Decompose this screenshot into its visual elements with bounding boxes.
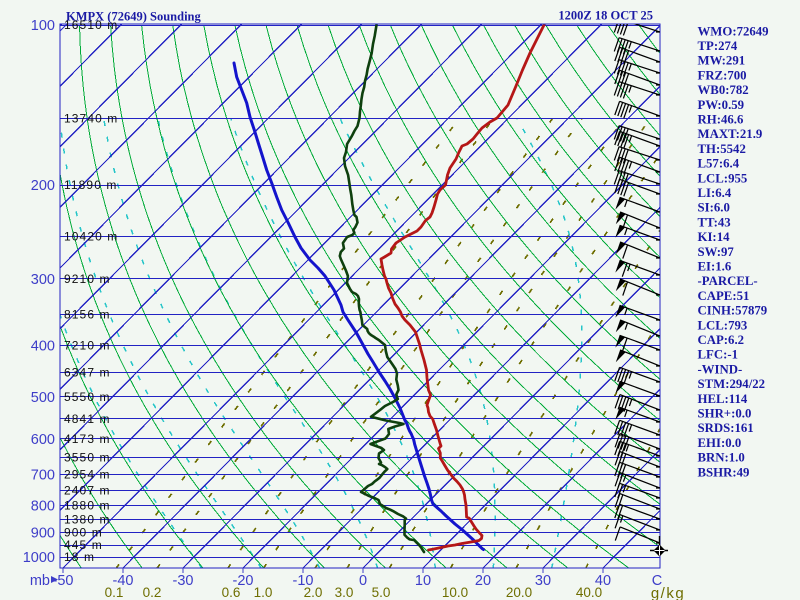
svg-text:KI:14: KI:14 (698, 230, 731, 244)
svg-text:1380 m: 1380 m (64, 513, 111, 527)
svg-text:20: 20 (475, 573, 491, 589)
svg-text:MAXT:21.9: MAXT:21.9 (698, 127, 763, 141)
svg-text:1880 m: 1880 m (64, 498, 111, 512)
svg-text:0.2: 0.2 (143, 585, 162, 600)
svg-text:40.0: 40.0 (576, 585, 602, 600)
svg-text:SW:97: SW:97 (698, 245, 735, 259)
svg-text:KMPX (72649) Sounding: KMPX (72649) Sounding (66, 10, 201, 24)
svg-text:0.1: 0.1 (105, 585, 124, 600)
svg-text:20.0: 20.0 (506, 585, 532, 600)
svg-text:2954 m: 2954 m (64, 468, 111, 482)
svg-text:3.0: 3.0 (335, 585, 354, 600)
svg-text:-10: -10 (293, 573, 314, 589)
svg-text:SI:6.0: SI:6.0 (698, 201, 730, 215)
svg-text:500: 500 (31, 390, 55, 406)
svg-text:WB0:782: WB0:782 (698, 83, 749, 97)
svg-text:400: 400 (31, 338, 55, 354)
svg-text:700: 700 (31, 468, 55, 484)
svg-text:100: 100 (31, 18, 55, 34)
svg-text:RH:46.6: RH:46.6 (698, 113, 744, 127)
svg-text:STM:294/22: STM:294/22 (698, 377, 766, 391)
svg-text:LCL:955: LCL:955 (698, 171, 748, 185)
svg-text:1.0: 1.0 (254, 585, 273, 600)
svg-text:PW:0.59: PW:0.59 (698, 98, 745, 112)
svg-text:CINH:57879: CINH:57879 (698, 304, 768, 318)
svg-text:9210 m: 9210 m (64, 272, 111, 286)
svg-text:-PARCEL-: -PARCEL- (698, 274, 758, 288)
svg-text:4841 m: 4841 m (64, 412, 111, 426)
svg-text:LI:6.4: LI:6.4 (698, 186, 732, 200)
svg-text:200: 200 (31, 178, 55, 194)
svg-text:10420 m: 10420 m (64, 230, 118, 244)
svg-text:13740 m: 13740 m (64, 112, 118, 126)
svg-text:16510 m: 16510 m (64, 18, 118, 32)
svg-text:-50: -50 (53, 573, 74, 589)
svg-text:40: 40 (595, 573, 611, 589)
svg-text:WMO:72649: WMO:72649 (698, 24, 769, 38)
svg-text:CAP:6.2: CAP:6.2 (698, 333, 745, 347)
svg-text:3550 m: 3550 m (64, 451, 111, 465)
svg-text:2407 m: 2407 m (64, 484, 111, 498)
svg-text:MW:291: MW:291 (698, 54, 746, 68)
svg-text:TT:43: TT:43 (698, 215, 731, 229)
svg-text:LCL:793: LCL:793 (698, 318, 748, 332)
svg-text:1200Z 18 OCT 25: 1200Z 18 OCT 25 (558, 9, 653, 23)
svg-text:C: C (652, 573, 662, 589)
svg-text:CAPE:51: CAPE:51 (698, 289, 750, 303)
svg-text:18 m: 18 m (64, 550, 95, 564)
svg-text:TH:5542: TH:5542 (698, 142, 746, 156)
svg-text:BSHR:49: BSHR:49 (698, 465, 750, 479)
svg-text:LFC:-1: LFC:-1 (698, 348, 739, 362)
svg-text:SRDS:161: SRDS:161 (698, 421, 754, 435)
svg-text:5550 m: 5550 m (64, 390, 111, 404)
svg-text:L57:6.4: L57:6.4 (698, 157, 740, 171)
svg-text:0: 0 (359, 573, 367, 589)
svg-text:600: 600 (31, 432, 55, 448)
svg-text:10.0: 10.0 (442, 585, 468, 600)
svg-text:6347 m: 6347 m (64, 366, 111, 380)
svg-text:g/kg: g/kg (651, 585, 685, 600)
svg-text:800: 800 (31, 498, 55, 514)
svg-text:mb: mb (30, 573, 50, 589)
svg-text:900: 900 (31, 526, 55, 542)
svg-text:-40: -40 (113, 573, 134, 589)
svg-text:445 m: 445 m (64, 538, 103, 552)
svg-text:7210 m: 7210 m (64, 338, 111, 352)
svg-text:5.0: 5.0 (372, 585, 391, 600)
svg-text:2.0: 2.0 (304, 585, 323, 600)
svg-text:1000: 1000 (23, 550, 55, 566)
svg-text:-30: -30 (173, 573, 194, 589)
svg-text:-20: -20 (233, 573, 254, 589)
svg-text:SHR+:0.0: SHR+:0.0 (698, 407, 752, 421)
svg-text:-WIND-: -WIND- (698, 362, 743, 376)
svg-text:TP:274: TP:274 (698, 39, 738, 53)
svg-text:EI:1.6: EI:1.6 (698, 260, 732, 274)
svg-text:10: 10 (415, 573, 431, 589)
svg-text:900 m: 900 m (64, 526, 103, 540)
svg-text:11890 m: 11890 m (64, 178, 118, 192)
svg-text:FRZ:700: FRZ:700 (698, 68, 747, 82)
svg-text:300: 300 (31, 272, 55, 288)
svg-text:HEL:114: HEL:114 (698, 392, 748, 406)
svg-text:8156 m: 8156 m (64, 307, 111, 321)
svg-text:0.6: 0.6 (222, 585, 241, 600)
svg-text:EHI:0.0: EHI:0.0 (698, 436, 742, 450)
svg-text:30: 30 (535, 573, 551, 589)
svg-text:4173 m: 4173 m (64, 432, 111, 446)
svg-text:BRN:1.0: BRN:1.0 (698, 451, 745, 465)
